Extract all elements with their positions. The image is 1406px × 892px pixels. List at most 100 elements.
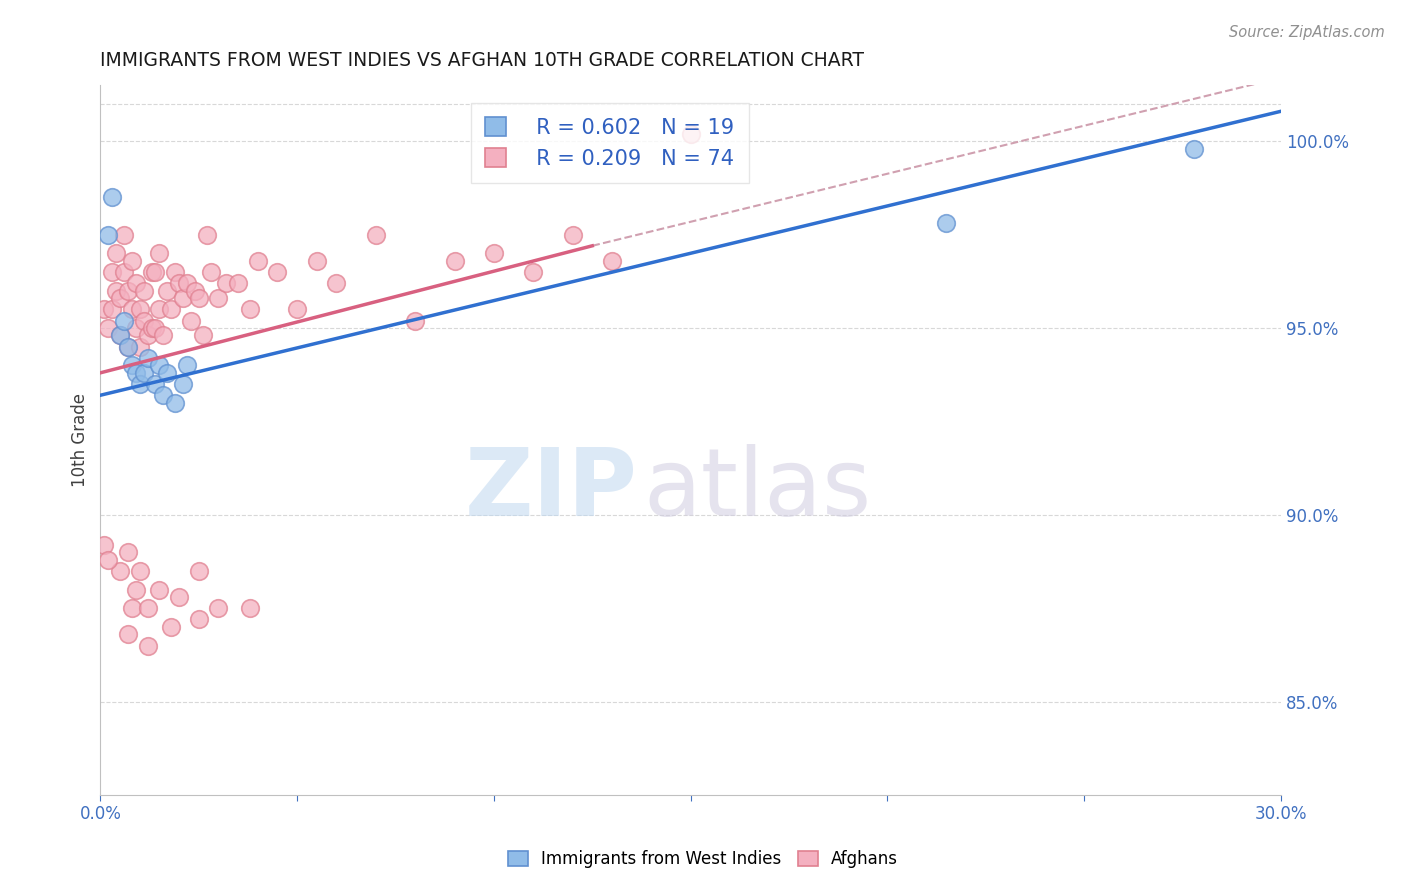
Point — [187, 612, 209, 626]
Point — [117, 340, 139, 354]
Point — [172, 291, 194, 305]
Point — [121, 359, 143, 373]
Point — [128, 302, 150, 317]
Point — [125, 366, 148, 380]
Point — [148, 246, 170, 260]
Point — [97, 552, 120, 566]
Point — [128, 340, 150, 354]
Point — [145, 321, 167, 335]
Point — [160, 302, 183, 317]
Point — [195, 227, 218, 242]
Point — [482, 246, 505, 260]
Point — [93, 302, 115, 317]
Point — [148, 359, 170, 373]
Point — [207, 601, 229, 615]
Point — [165, 395, 187, 409]
Point — [156, 284, 179, 298]
Point — [121, 601, 143, 615]
Point — [105, 246, 128, 260]
Point — [180, 313, 202, 327]
Point — [679, 127, 702, 141]
Point — [105, 284, 128, 298]
Point — [132, 313, 155, 327]
Point — [176, 359, 198, 373]
Point — [136, 601, 159, 615]
Point — [101, 265, 124, 279]
Point — [108, 291, 131, 305]
Point — [145, 265, 167, 279]
Point — [128, 377, 150, 392]
Point — [266, 265, 288, 279]
Point — [128, 564, 150, 578]
Point — [97, 227, 120, 242]
Point — [145, 377, 167, 392]
Point — [97, 321, 120, 335]
Point — [172, 377, 194, 392]
Point — [167, 276, 190, 290]
Point — [935, 216, 957, 230]
Point — [117, 340, 139, 354]
Point — [522, 265, 544, 279]
Point — [108, 328, 131, 343]
Point — [112, 265, 135, 279]
Point — [152, 328, 174, 343]
Point — [108, 328, 131, 343]
Point — [561, 227, 583, 242]
Point — [246, 253, 269, 268]
Point — [176, 276, 198, 290]
Point — [125, 276, 148, 290]
Point — [101, 190, 124, 204]
Point — [117, 545, 139, 559]
Point — [215, 276, 238, 290]
Point — [148, 582, 170, 597]
Point — [187, 291, 209, 305]
Point — [152, 388, 174, 402]
Point — [132, 366, 155, 380]
Point — [167, 590, 190, 604]
Point — [187, 564, 209, 578]
Point — [156, 366, 179, 380]
Text: IMMIGRANTS FROM WEST INDIES VS AFGHAN 10TH GRADE CORRELATION CHART: IMMIGRANTS FROM WEST INDIES VS AFGHAN 10… — [100, 51, 865, 70]
Text: Source: ZipAtlas.com: Source: ZipAtlas.com — [1229, 25, 1385, 40]
Point — [108, 564, 131, 578]
Point — [1182, 142, 1205, 156]
Point — [117, 627, 139, 641]
Point — [141, 265, 163, 279]
Point — [239, 601, 262, 615]
Point — [132, 284, 155, 298]
Point — [125, 321, 148, 335]
Point — [200, 265, 222, 279]
Point — [112, 227, 135, 242]
Point — [136, 351, 159, 365]
Point — [226, 276, 249, 290]
Point — [191, 328, 214, 343]
Point — [112, 313, 135, 327]
Point — [285, 302, 308, 317]
Point — [93, 538, 115, 552]
Y-axis label: 10th Grade: 10th Grade — [72, 393, 89, 487]
Point — [404, 313, 426, 327]
Point — [165, 265, 187, 279]
Point — [136, 328, 159, 343]
Point — [364, 227, 387, 242]
Point — [600, 253, 623, 268]
Legend:   R = 0.602   N = 19,   R = 0.209   N = 74: R = 0.602 N = 19, R = 0.209 N = 74 — [471, 103, 748, 183]
Point — [160, 620, 183, 634]
Point — [141, 321, 163, 335]
Point — [207, 291, 229, 305]
Point — [136, 639, 159, 653]
Text: atlas: atlas — [644, 444, 872, 536]
Point — [184, 284, 207, 298]
Point — [148, 302, 170, 317]
Point — [101, 302, 124, 317]
Text: ZIP: ZIP — [464, 444, 637, 536]
Legend: Immigrants from West Indies, Afghans: Immigrants from West Indies, Afghans — [499, 842, 907, 877]
Point — [125, 582, 148, 597]
Point — [121, 253, 143, 268]
Point — [305, 253, 328, 268]
Point — [239, 302, 262, 317]
Point — [443, 253, 465, 268]
Point — [121, 302, 143, 317]
Point — [117, 284, 139, 298]
Point — [325, 276, 347, 290]
